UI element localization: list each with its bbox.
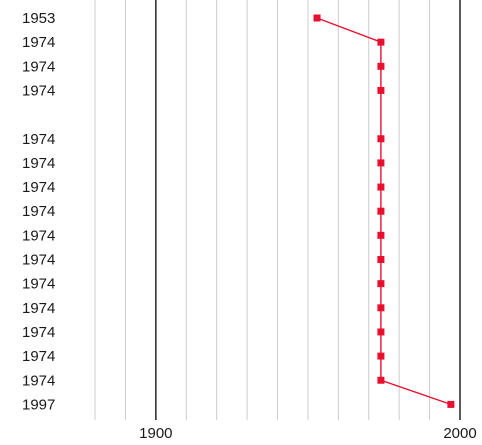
data-point (377, 280, 385, 288)
data-point (313, 14, 321, 22)
series-line (316, 17, 452, 406)
data-point (377, 62, 385, 70)
data-point (377, 183, 385, 191)
row-label: 1974 (22, 276, 55, 293)
row-label: 1974 (22, 82, 55, 99)
data-point (377, 304, 385, 312)
row-label: 1974 (22, 179, 55, 196)
data-point (377, 328, 385, 336)
row-label: 1974 (22, 300, 55, 317)
row-label: 1953 (22, 10, 55, 27)
data-point (447, 400, 455, 408)
data-point (377, 135, 385, 143)
row-label: 1974 (22, 348, 55, 365)
row-label: 1974 (22, 203, 55, 220)
row-label: 1974 (22, 372, 55, 389)
row-label: 1974 (22, 131, 55, 148)
row-label: 1974 (22, 155, 55, 172)
x-tick-label: 1900 (139, 425, 172, 442)
row-label: 1974 (22, 252, 55, 269)
row-label: 1974 (22, 34, 55, 51)
data-point (377, 86, 385, 94)
data-point (377, 231, 385, 239)
row-label: 1974 (22, 58, 55, 75)
data-point (377, 38, 385, 46)
x-tick-labels: 1900 2000 (139, 425, 477, 442)
row-labels: 1953 1974 1974 1974 1974 1974 1974 1974 1974 1974… (22, 10, 55, 413)
row-label: 1974 (22, 324, 55, 341)
series (313, 14, 455, 408)
data-point (377, 159, 385, 167)
x-tick-label: 2000 (443, 425, 476, 442)
row-label: 1974 (22, 227, 55, 244)
data-point (377, 376, 385, 384)
data-point (377, 352, 385, 360)
row-label: 1997 (22, 396, 55, 413)
grid-lines (94, 0, 461, 420)
data-point (377, 256, 385, 263)
data-point (377, 207, 385, 215)
